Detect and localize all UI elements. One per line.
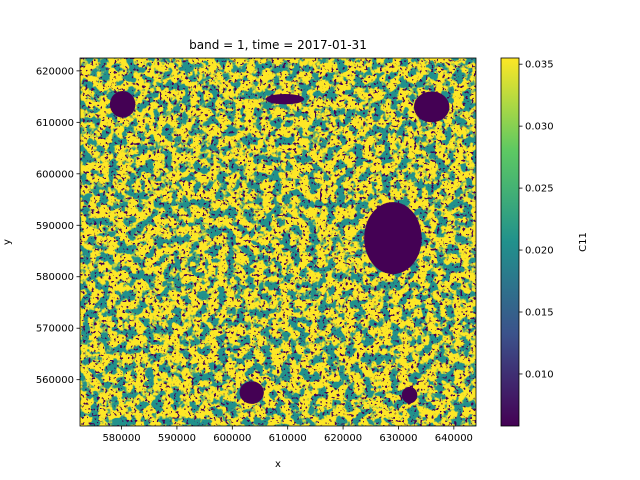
y-tick-label: 620000 (36, 66, 74, 77)
y-tick-label: 560000 (36, 375, 74, 386)
y-axis-label: y (2, 239, 13, 245)
colorbar-tick-label: 0.025 (525, 184, 554, 195)
dark-feature (413, 91, 450, 123)
dark-features-layer (109, 90, 450, 404)
colorbar-tick-label: 0.030 (525, 122, 554, 133)
colorbar-ticks: 0.010 0.015 0.020 0.025 0.030 0.035 (519, 60, 554, 380)
y-tick-label: 590000 (36, 221, 74, 232)
x-tick-label: 620000 (324, 433, 362, 444)
colorbar: 0.010 0.015 0.020 0.025 0.030 0.035 C11 (500, 57, 589, 427)
y-tick-label: 580000 (36, 272, 74, 283)
colorbar-tick-label: 0.020 (525, 246, 554, 257)
y-tick-label: 610000 (36, 118, 74, 129)
colorbar-label: C11 (578, 232, 589, 252)
x-tick-label: 610000 (269, 433, 307, 444)
y-tick-label: 600000 (36, 169, 74, 180)
dark-feature (401, 386, 418, 404)
x-tick-label: 590000 (158, 433, 196, 444)
dark-feature (364, 202, 422, 275)
x-tick-label: 630000 (379, 433, 417, 444)
colorbar-tick-label: 0.010 (525, 369, 554, 380)
x-tick-label: 640000 (435, 433, 473, 444)
colorbar-frame (500, 57, 520, 427)
colorbar-bar (501, 58, 519, 426)
plot-frame (79, 57, 477, 427)
y-axis: 560000 570000 580000 590000 600000 610000 6200… (36, 66, 80, 386)
dark-feature (239, 381, 264, 404)
x-tick-label: 580000 (102, 433, 140, 444)
colorbar-tick-label: 0.035 (525, 60, 554, 71)
colorbar-tick-label: 0.015 (525, 308, 554, 319)
chart-title: band = 1, time = 2017-01-31 (189, 38, 367, 52)
y-tick-label: 570000 (36, 324, 74, 335)
dark-feature (109, 90, 136, 118)
x-axis: 580000 590000 600000 610000 620000 630000 6400… (102, 426, 473, 444)
dark-feature (265, 94, 305, 105)
heatmap-plot-area (79, 57, 477, 427)
x-tick-label: 600000 (213, 433, 251, 444)
x-axis-label: x (275, 459, 281, 470)
